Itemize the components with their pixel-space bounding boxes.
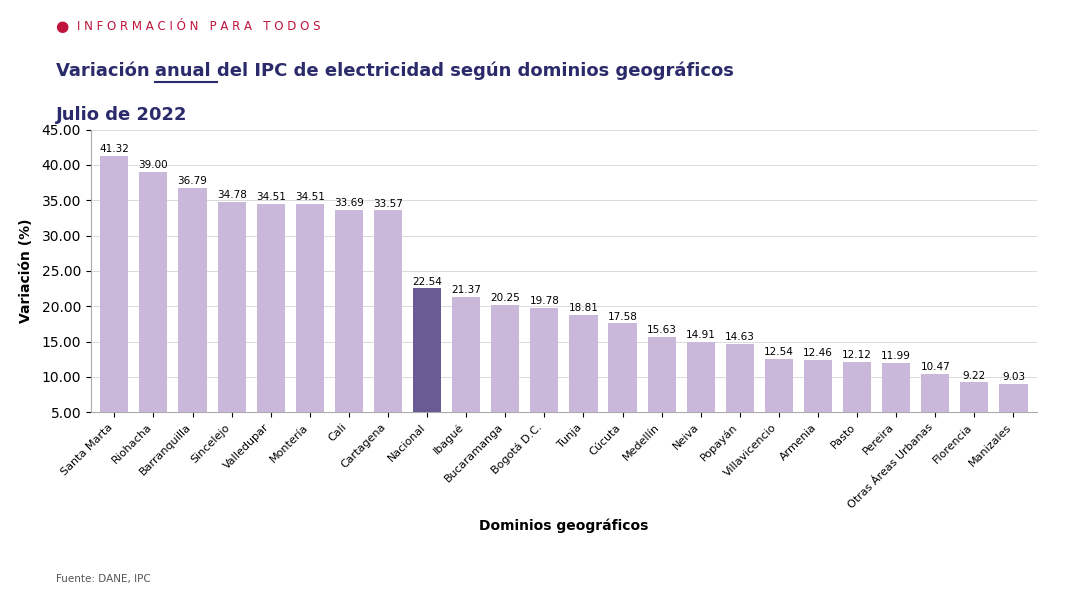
Bar [296,204,324,448]
Text: 12.12: 12.12 [842,350,872,360]
Text: 33.57: 33.57 [373,198,403,209]
Bar [804,359,832,448]
Bar [335,210,363,448]
Text: 34.51: 34.51 [295,192,325,202]
Text: 22.54: 22.54 [413,277,441,287]
Bar [452,297,480,448]
Text: 9.03: 9.03 [1002,372,1025,382]
Text: 10.47: 10.47 [920,362,950,372]
Y-axis label: Variación (%): Variación (%) [19,219,33,323]
Text: del IPC de electricidad según dominios geográficos: del IPC de electricidad según dominios g… [217,61,734,80]
Text: 21.37: 21.37 [451,285,481,295]
Text: 14.63: 14.63 [725,332,755,342]
Bar [1000,384,1027,448]
Text: 39.00: 39.00 [139,160,168,170]
Bar [139,172,168,448]
Text: Julio de 2022: Julio de 2022 [56,105,187,124]
Bar [491,305,520,448]
Text: 14.91: 14.91 [686,330,715,340]
Bar [570,315,598,448]
Bar [530,308,558,448]
Bar [257,204,284,448]
Text: 20.25: 20.25 [491,293,521,303]
Text: 12.54: 12.54 [764,348,794,358]
Bar [960,382,989,448]
Text: 11.99: 11.99 [881,351,911,361]
Text: 9.22: 9.22 [963,370,986,380]
Text: 41.32: 41.32 [99,144,129,154]
Text: Fuente: DANE, IPC: Fuente: DANE, IPC [56,574,151,584]
Bar [726,344,754,448]
Text: 34.78: 34.78 [217,190,247,200]
Bar [413,289,441,448]
Text: 19.78: 19.78 [529,296,559,306]
Bar [217,202,246,448]
Bar [608,323,637,448]
Bar [374,210,402,448]
Text: ●: ● [56,19,68,34]
Bar [648,337,676,448]
Text: 34.51: 34.51 [255,192,285,202]
Text: 12.46: 12.46 [803,348,833,358]
Text: 18.81: 18.81 [569,303,599,313]
Text: 17.58: 17.58 [607,312,637,322]
Bar [100,155,128,448]
Bar [882,363,911,448]
Text: Variación: Variación [56,61,155,80]
Text: anual: anual [155,61,217,80]
Bar [921,373,949,448]
Text: 15.63: 15.63 [647,325,677,335]
Text: I N F O R M A C I Ó N   P A R A   T O D O S: I N F O R M A C I Ó N P A R A T O D O S [77,20,321,33]
Bar [686,342,715,448]
Bar [764,359,793,448]
Text: 36.79: 36.79 [177,176,207,186]
X-axis label: Dominios geográficos: Dominios geográficos [479,519,649,534]
Bar [843,362,871,448]
Text: 33.69: 33.69 [334,198,363,208]
Bar [179,188,206,448]
